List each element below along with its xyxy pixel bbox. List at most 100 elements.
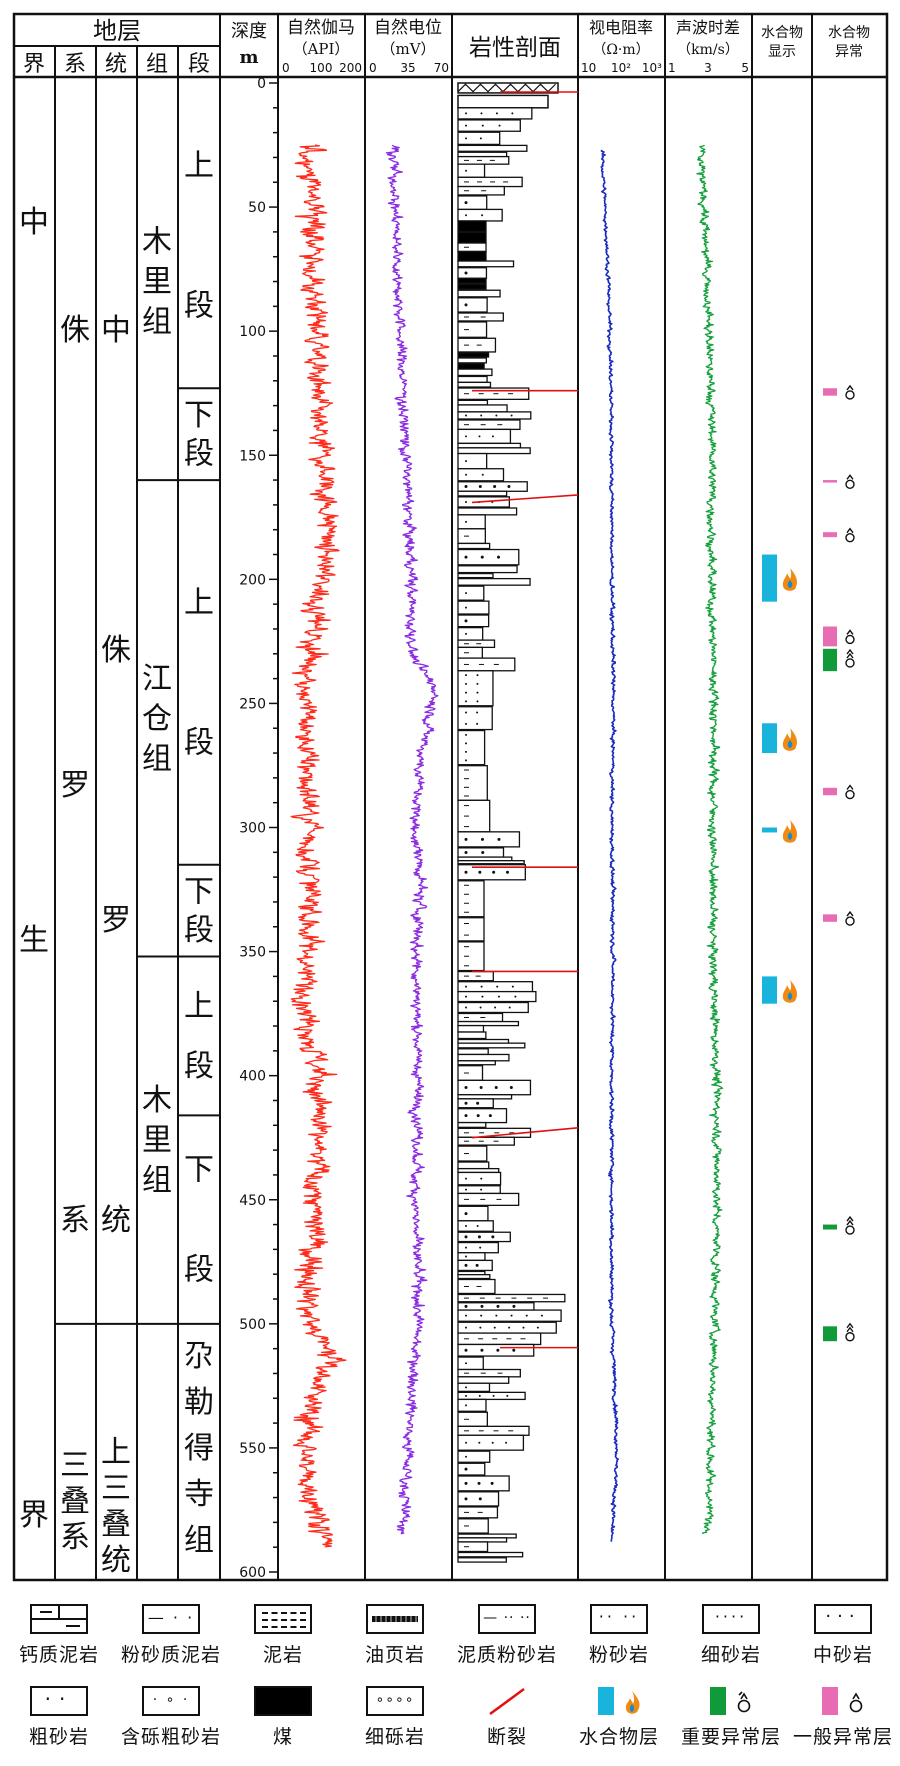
- header-res-title: 视电阻率: [589, 18, 653, 37]
- anomaly-icon: [845, 784, 855, 800]
- lith-layer-mud: [457, 1121, 487, 1128]
- member-name-char: 段: [184, 436, 214, 471]
- fault-line: [471, 494, 579, 504]
- lith-dot: [464, 555, 468, 559]
- lith-dot: [478, 1441, 481, 1444]
- legend-label: 中砂岩: [812, 1644, 873, 1666]
- lith-layer-coarse: [457, 195, 488, 211]
- lith-layer-fine: [457, 1001, 529, 1014]
- lith-block: [457, 1462, 486, 1476]
- lith-layer-mud: [457, 321, 488, 338]
- header-series: 统: [105, 52, 127, 77]
- topsoil-pattern: [457, 82, 559, 109]
- anomaly-icon: [845, 1215, 855, 1235]
- lith-layer-mud: [457, 765, 488, 801]
- lith-dot: [497, 555, 501, 559]
- lith-dot: [514, 995, 517, 998]
- lithology-column: [457, 82, 566, 1563]
- lith-block: [457, 1356, 484, 1371]
- header-gamma-unit: （API）: [293, 40, 350, 58]
- lith-dot: [465, 733, 467, 736]
- lith-block: [457, 1031, 487, 1040]
- lith-block: [457, 442, 522, 449]
- lith-layer-coarse: [457, 297, 488, 313]
- lith-layer-mud: [457, 151, 508, 158]
- lith-dot: [464, 1263, 468, 1267]
- lith-layer-fine: [457, 1398, 487, 1412]
- member-name-char: 寺: [184, 1477, 214, 1512]
- anomaly-icon-mark: [846, 527, 854, 534]
- lith-dot: [465, 1455, 467, 1458]
- lith-block: [457, 1450, 491, 1463]
- lith-layer-coarse: [457, 1108, 508, 1124]
- lith-block: [457, 1065, 484, 1081]
- lith-layer-silt: [457, 428, 512, 445]
- erathem-char: 中: [19, 205, 49, 240]
- system-char: 系: [60, 1203, 90, 1238]
- lith-block: [457, 1332, 542, 1346]
- lith-block: [457, 260, 515, 268]
- lith-block: [457, 297, 488, 313]
- lith-block: [457, 1434, 525, 1451]
- lith-layer-fine: [457, 1434, 525, 1451]
- legend-label: 泥岩: [262, 1644, 303, 1666]
- lith-dot: [465, 742, 467, 745]
- lith-block: [457, 572, 494, 579]
- lith-block: [457, 1220, 494, 1232]
- lith-dot: [480, 837, 484, 841]
- lith-block: [457, 321, 488, 338]
- lith-dot: [481, 214, 484, 217]
- lith-dot: [465, 435, 467, 438]
- lith-block: [457, 1048, 489, 1056]
- lith-layer-siltmud: [457, 1145, 488, 1162]
- hydrate-layer-bar: [762, 723, 777, 754]
- header-anomaly-title-2: 异常: [835, 44, 863, 60]
- lith-dot: [495, 112, 498, 115]
- legend-item-silty-mudstone: — · · 粉砂质泥岩: [116, 1604, 226, 1667]
- lith-layer-siltmud: [457, 1012, 504, 1023]
- lith-dot: [479, 1326, 482, 1329]
- lith-block: [457, 577, 531, 586]
- lith-dot: [507, 485, 511, 489]
- member-name-char: 段: [184, 289, 214, 324]
- lith-dot: [480, 414, 483, 417]
- lith-layer-mud: [457, 1332, 542, 1346]
- lith-dot: [491, 1441, 494, 1444]
- lith-dot: [506, 1394, 509, 1397]
- lith-dot: [480, 1177, 483, 1180]
- lith-block: [457, 765, 488, 801]
- lith-layer-fine: [457, 981, 534, 993]
- anomaly-icon-circle: [845, 789, 855, 800]
- anomaly-icon-circle: [845, 1225, 855, 1235]
- lith-dot: [493, 485, 497, 489]
- lith-layer-coarse: [457, 831, 521, 848]
- lith-dot: [479, 1006, 482, 1009]
- header-strata-title: 地层: [93, 17, 141, 45]
- depth-tick-label: 550: [239, 1441, 266, 1457]
- lith-layer-siltmud: [457, 528, 486, 545]
- lith-layer-silt: [457, 729, 486, 766]
- lith-block: [457, 1321, 557, 1334]
- lith-block: [457, 1411, 488, 1427]
- fine-conglomerate-swatch: ∘∘∘∘: [366, 1686, 424, 1716]
- general-anomaly-bar: [823, 626, 837, 647]
- lith-dot: [464, 1467, 468, 1471]
- lith-layer-siltmud: [457, 970, 494, 982]
- lith-dot: [464, 619, 468, 623]
- lith-layer-silt: [457, 514, 486, 530]
- lith-block: [457, 1192, 520, 1206]
- lith-block: [457, 399, 489, 406]
- topsoil-zigzag: [457, 83, 556, 93]
- lith-block: [457, 1551, 524, 1558]
- lith-dot: [465, 1362, 467, 1365]
- system-triassic-char: 三: [60, 1448, 90, 1483]
- formation-name: 江仓组: [142, 661, 172, 776]
- lith-dot: [476, 711, 479, 714]
- member-name-char: 段: [184, 913, 214, 948]
- lith-layer-silt: [457, 1356, 484, 1371]
- lith-layer-coal: [457, 363, 485, 370]
- lith-dot: [480, 112, 483, 115]
- lith-dot: [479, 1086, 483, 1090]
- hydrate-layer-bar: [762, 827, 777, 833]
- lith-dot: [464, 870, 468, 874]
